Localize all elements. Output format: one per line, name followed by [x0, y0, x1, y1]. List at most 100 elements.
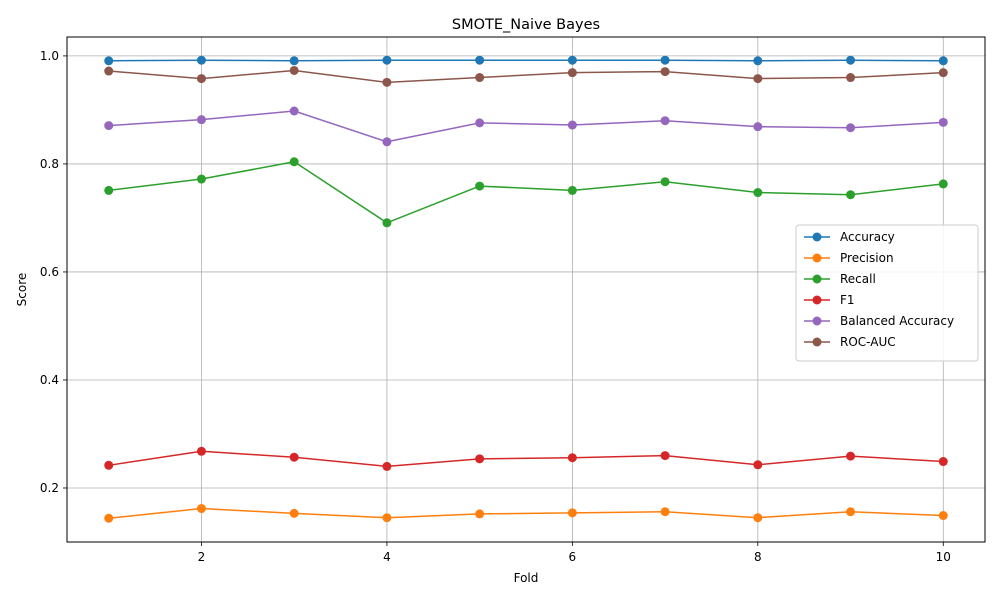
data-point-accuracy: [567, 55, 577, 65]
series-line-accuracy: [108, 59, 944, 62]
legend-label: F1: [840, 293, 855, 307]
legend-item-f1: F1: [804, 293, 855, 307]
data-point-roc-auc: [567, 68, 577, 78]
data-point-roc-auc: [753, 74, 763, 84]
axis-ticks: 2 4 6 8 10 0.2 0.4 0.6 0.8 1.0: [40, 49, 951, 564]
data-point-recall: [289, 157, 299, 167]
x-tick-label: 8: [754, 550, 762, 564]
x-tick-label: 4: [383, 550, 391, 564]
data-point-precision: [196, 504, 206, 514]
data-point-accuracy: [846, 55, 856, 65]
data-point-f1: [660, 451, 670, 461]
chart-title: SMOTE_Naive Bayes: [452, 17, 600, 33]
legend-swatch-marker: [812, 253, 822, 263]
data-point-balanced-accuracy: [846, 123, 856, 133]
data-point-recall: [567, 185, 577, 195]
data-point-f1: [938, 457, 948, 467]
data-point-roc-auc: [289, 65, 299, 75]
x-axis-title: Fold: [514, 571, 539, 585]
series-roc-auc: [104, 65, 948, 87]
data-point-roc-auc: [382, 77, 392, 87]
legend-label: Accuracy: [840, 230, 895, 244]
series-line-balanced-accuracy: [108, 110, 944, 143]
data-point-roc-auc: [475, 73, 485, 83]
plot-area-frame: [66, 36, 986, 543]
data-point-recall: [938, 179, 948, 189]
data-point-accuracy: [475, 55, 485, 65]
data-point-balanced-accuracy: [382, 137, 392, 147]
legend-label: Balanced Accuracy: [840, 314, 954, 328]
legend-label: ROC-AUC: [840, 335, 896, 349]
data-point-balanced-accuracy: [753, 122, 763, 132]
data-point-precision: [753, 513, 763, 523]
y-tick-label: 0.8: [40, 157, 59, 171]
series-balanced-accuracy: [104, 106, 948, 147]
legend-swatch-marker: [812, 274, 822, 284]
data-point-f1: [753, 460, 763, 470]
legend-box: [795, 224, 979, 362]
series-precision: [104, 504, 948, 523]
series-accuracy: [104, 55, 948, 66]
legend-item-recall: Recall: [804, 272, 876, 286]
data-point-precision: [846, 507, 856, 517]
series-lines: [104, 55, 948, 523]
data-point-f1: [104, 460, 114, 470]
x-tick-label: 2: [198, 550, 206, 564]
data-point-precision: [475, 509, 485, 519]
data-point-recall: [753, 188, 763, 198]
data-point-accuracy: [104, 56, 114, 66]
data-point-precision: [567, 508, 577, 518]
data-point-recall: [382, 218, 392, 228]
legend-swatch-marker: [812, 337, 822, 347]
y-axis-title: Score: [15, 273, 29, 307]
data-point-balanced-accuracy: [660, 116, 670, 126]
series-recall: [104, 157, 948, 228]
x-tick-label: 10: [936, 550, 951, 564]
series-line-f1: [108, 450, 944, 468]
legend-item-precision: Precision: [804, 251, 894, 265]
data-point-balanced-accuracy: [938, 117, 948, 127]
legend-item-balanced-accuracy: Balanced Accuracy: [804, 314, 954, 328]
y-tick-label: 0.6: [40, 265, 59, 279]
legend-label: Recall: [840, 272, 876, 286]
legend-label: Precision: [840, 251, 894, 265]
data-point-accuracy: [196, 55, 206, 65]
data-point-roc-auc: [104, 66, 114, 76]
data-point-roc-auc: [660, 67, 670, 77]
data-point-recall: [196, 174, 206, 184]
data-point-balanced-accuracy: [104, 121, 114, 131]
data-point-balanced-accuracy: [475, 118, 485, 128]
data-point-f1: [289, 452, 299, 462]
data-point-accuracy: [660, 55, 670, 65]
y-tick-label: 1.0: [40, 49, 59, 63]
data-point-accuracy: [753, 56, 763, 66]
legend-item-roc-auc: ROC-AUC: [804, 335, 896, 349]
series-f1: [104, 446, 948, 471]
data-point-accuracy: [289, 56, 299, 66]
data-point-balanced-accuracy: [196, 115, 206, 125]
data-point-roc-auc: [938, 68, 948, 78]
data-point-recall: [660, 177, 670, 187]
legend-item-accuracy: Accuracy: [804, 230, 895, 244]
data-point-f1: [475, 454, 485, 464]
series-line-recall: [108, 161, 944, 224]
data-point-accuracy: [382, 55, 392, 65]
data-point-f1: [846, 451, 856, 461]
legend-swatch-marker: [812, 316, 822, 326]
y-tick-label: 0.4: [40, 373, 59, 387]
y-tick-label: 0.2: [40, 481, 59, 495]
data-point-precision: [104, 513, 114, 523]
data-point-f1: [382, 461, 392, 471]
legend: Accuracy Precision Recall F1 Balanced Accura…: [795, 224, 979, 362]
data-point-roc-auc: [196, 74, 206, 84]
data-point-f1: [567, 453, 577, 463]
data-point-precision: [382, 513, 392, 523]
data-point-precision: [289, 508, 299, 518]
data-point-roc-auc: [846, 73, 856, 83]
data-point-balanced-accuracy: [289, 106, 299, 116]
data-point-recall: [475, 181, 485, 191]
series-line-roc-auc: [108, 69, 944, 84]
data-point-f1: [196, 446, 206, 456]
data-point-precision: [938, 511, 948, 521]
